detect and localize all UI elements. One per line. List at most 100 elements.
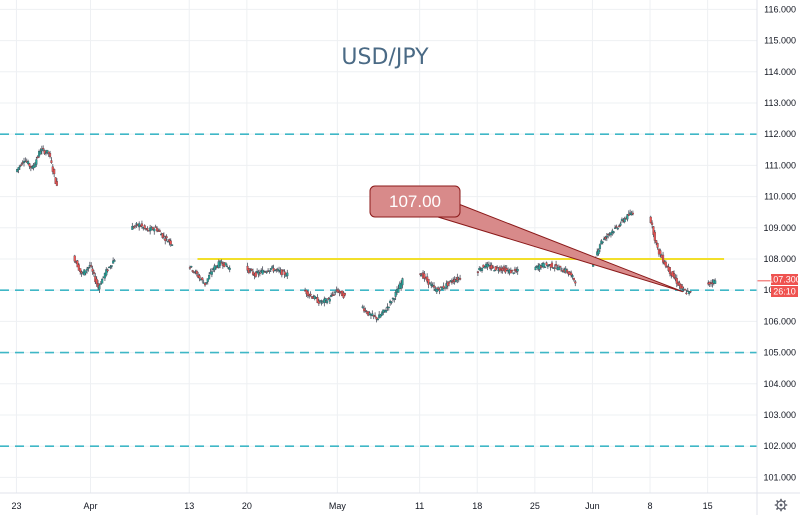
candle-body	[437, 287, 440, 290]
candle-body	[494, 266, 497, 271]
candle-body	[620, 219, 623, 221]
time-tick-label: 11	[415, 501, 424, 511]
candle-body	[250, 268, 253, 271]
candle-body	[326, 300, 329, 304]
candle-body	[135, 223, 138, 225]
candle-body	[169, 240, 172, 245]
candle-body	[501, 268, 504, 271]
price-tick-label: 115.000	[764, 36, 796, 46]
time-tick-label: Jun	[585, 501, 600, 511]
candle-body	[604, 237, 607, 240]
candle-body	[614, 227, 617, 229]
candle-body	[387, 306, 390, 309]
candle-body	[162, 235, 165, 238]
candle-body	[106, 269, 109, 272]
candle-body	[496, 266, 499, 269]
candle-body	[574, 281, 577, 284]
candle-body	[20, 164, 23, 166]
candle-body	[327, 298, 330, 300]
candle-body	[191, 270, 194, 272]
candle-body	[208, 274, 211, 280]
candle-body	[419, 273, 422, 275]
candle-body	[90, 265, 93, 267]
candle-body	[653, 231, 656, 241]
candle-body	[40, 148, 43, 152]
candle-body	[206, 278, 209, 282]
candle-body	[393, 298, 396, 300]
time-tick-label: Apr	[84, 501, 98, 511]
candle-body	[627, 213, 630, 216]
candle-body	[91, 268, 94, 272]
time-axis[interactable]: 23 Apr 13 20 May 11 18 25 Jun 8 15	[11, 501, 712, 511]
candle-body	[493, 270, 496, 272]
candle-body	[43, 150, 46, 154]
candle-body	[73, 255, 76, 262]
candle-body	[651, 222, 654, 225]
candle-body	[317, 300, 320, 304]
candle-body	[254, 272, 257, 277]
candle-body	[430, 284, 433, 286]
candle-body	[380, 312, 383, 316]
candle-body	[397, 288, 400, 293]
candle-body	[681, 285, 684, 289]
candle-body	[655, 240, 658, 243]
candle-body	[382, 309, 385, 314]
candle-body	[480, 267, 484, 271]
candle-body	[33, 163, 37, 168]
candle-body	[390, 301, 393, 304]
time-tick-label: May	[329, 501, 347, 511]
candle-body	[140, 223, 143, 227]
candle-body	[306, 291, 309, 296]
candle-body	[280, 269, 283, 276]
price-tick-label: 116.000	[764, 4, 796, 14]
callout-layer: 107.00	[369, 185, 771, 293]
candle-body	[626, 214, 629, 220]
price-tick-label: 109.000	[763, 223, 796, 233]
candle-body	[273, 269, 277, 272]
candle-body	[371, 313, 374, 316]
candle-body	[502, 266, 506, 269]
candle-body	[443, 287, 447, 289]
candle-body	[276, 268, 279, 271]
candle-body	[553, 267, 556, 269]
candle-body	[560, 270, 563, 272]
candle-body	[615, 226, 618, 228]
candle-body	[652, 226, 655, 235]
candle-body	[210, 271, 213, 275]
candle-body	[99, 283, 102, 285]
candle-body	[688, 291, 691, 294]
candle-body	[394, 292, 397, 297]
candle-body	[368, 312, 371, 315]
candle-body	[487, 264, 490, 267]
candle-body	[154, 226, 157, 228]
candle-body	[664, 261, 667, 267]
price-tick-label: 105.000	[763, 348, 796, 358]
candle-body	[132, 226, 135, 229]
countdown-label: 26:10	[773, 287, 796, 297]
candle-body	[35, 159, 38, 165]
candle-body	[77, 264, 80, 271]
candle-body	[76, 260, 79, 268]
candle-body	[623, 218, 626, 223]
gear-icon[interactable]	[774, 498, 788, 512]
candle-body	[105, 269, 108, 276]
candle-body	[459, 278, 462, 280]
price-tick-label: 110.000	[764, 192, 796, 202]
candle-body	[401, 278, 404, 286]
candle-body	[138, 223, 141, 228]
candle-body	[134, 225, 137, 227]
candle-body	[603, 238, 606, 240]
candle-body	[320, 302, 323, 304]
time-tick-label: 8	[648, 501, 653, 511]
candle-body	[714, 280, 717, 284]
candle-body	[438, 289, 441, 292]
candle-body	[612, 231, 615, 233]
price-tick-label: 101.000	[763, 472, 796, 482]
candle-body	[228, 267, 231, 270]
candle-body	[158, 230, 161, 232]
candle-body	[109, 266, 112, 268]
candle-body	[336, 289, 340, 293]
